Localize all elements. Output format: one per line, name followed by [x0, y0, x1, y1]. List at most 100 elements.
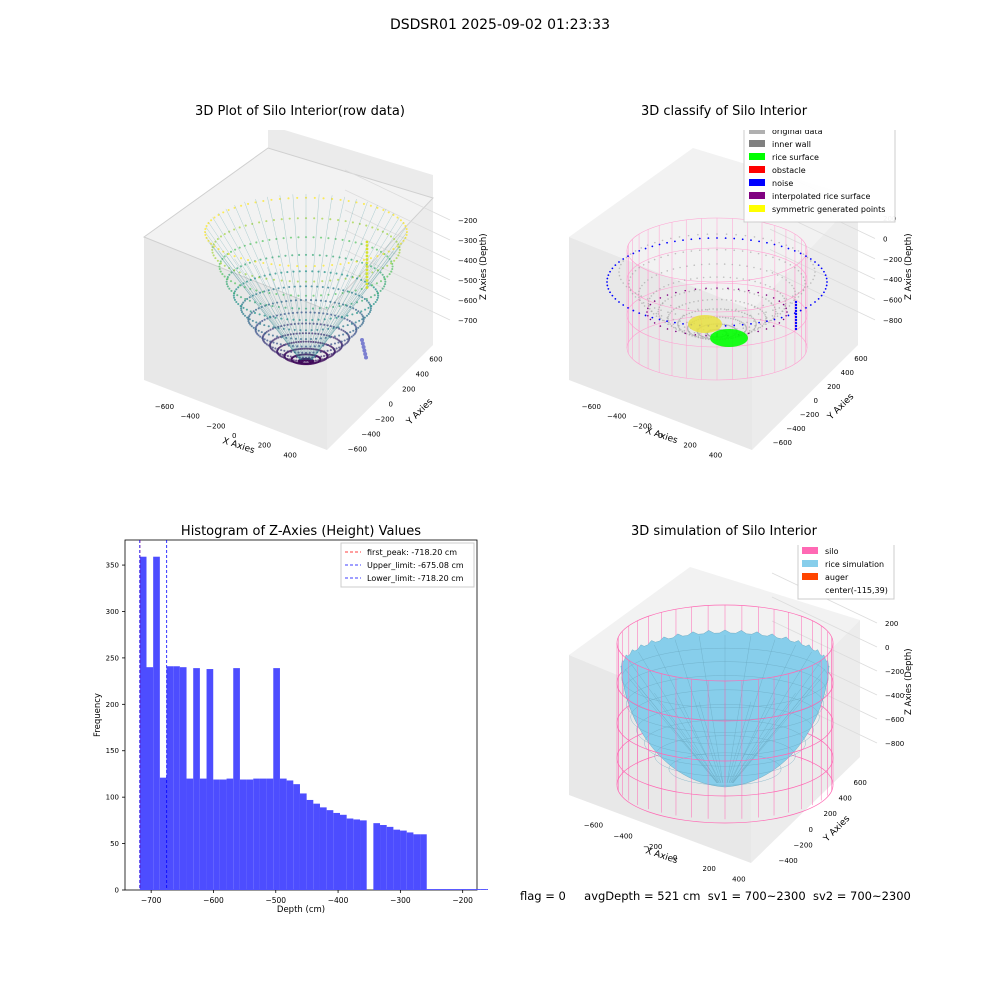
y-tick-label: 400	[416, 371, 429, 379]
x-tick-label: 200	[703, 865, 716, 873]
legend-label: noise	[772, 179, 793, 188]
histogram-bar	[473, 889, 481, 890]
histogram-bar	[266, 778, 274, 890]
x-tick-label: −700	[141, 896, 162, 905]
histogram-bar	[326, 810, 334, 890]
y-tick-label: 200	[402, 386, 415, 394]
z-axis-label: Z Axies (Depth)	[904, 648, 914, 715]
histogram-bar	[440, 889, 447, 890]
axes-box	[142, 130, 451, 450]
histogram-bar	[480, 889, 487, 890]
x-axis-label: Depth (cm)	[277, 905, 325, 915]
panel3-title: Histogram of Z-Axies (Height) Values	[180, 524, 422, 539]
legend: original data inner wall rice surface obsta…	[743, 130, 896, 223]
legend-label: auger	[825, 573, 849, 582]
histogram-bar	[393, 829, 401, 890]
y-tick-label: −600	[773, 439, 792, 447]
x-tick-label: 400	[732, 876, 745, 884]
x-tick-label: −200	[206, 422, 225, 430]
y-tick-label: 200	[827, 383, 840, 391]
histogram-bar	[420, 834, 427, 890]
histogram-bar	[433, 889, 441, 890]
y-tick-label: 0	[814, 397, 818, 405]
y-tick-label: 600	[854, 355, 867, 363]
depth-point-cloud	[203, 194, 409, 366]
legend-label: rice simulation	[825, 560, 884, 569]
legend-swatch	[802, 547, 818, 554]
y-tick-label: 250	[106, 654, 119, 662]
histogram-bar	[273, 668, 280, 890]
z-tick-label: 200	[885, 620, 898, 628]
y-axis-label: Y Axies	[821, 814, 852, 845]
legend-label: interpolated rice surface	[772, 192, 870, 201]
y-tick-label: 300	[106, 608, 119, 616]
histogram-bar	[453, 889, 461, 890]
histogram-bar	[279, 778, 287, 890]
y-tick-label: 0	[809, 826, 813, 834]
legend-swatch	[802, 560, 818, 567]
histogram-bar	[239, 779, 247, 890]
histogram-bar	[353, 819, 361, 890]
histogram-bar	[299, 793, 307, 890]
z-axis-label: Z Axies (Depth)	[904, 233, 914, 300]
z-tick-label: −600	[885, 716, 904, 724]
y-tick-label: −400	[786, 425, 805, 433]
histogram-bar	[226, 778, 234, 890]
legend-label: Lower_limit: -718.20 cm	[367, 574, 464, 583]
histogram-bar	[319, 807, 327, 890]
histogram-bar	[380, 825, 387, 890]
z-tick-label: −500	[458, 277, 477, 285]
histogram-bar	[413, 834, 421, 890]
outlier-points	[360, 240, 369, 360]
histogram-bar	[313, 803, 320, 890]
x-tick-label: −500	[265, 896, 286, 905]
x-axis-label: X Axies	[644, 426, 679, 446]
histogram-bar	[333, 812, 341, 890]
histogram-bar	[360, 820, 367, 890]
x-tick-label: 400	[709, 451, 722, 459]
x-tick-label: −600	[584, 821, 603, 829]
histogram-bar	[346, 818, 354, 890]
histogram-bar	[340, 814, 347, 890]
classified-point-cloud	[606, 217, 828, 381]
x-axis-ticks: −700 −600 −500 −400 −300 −200	[141, 890, 473, 905]
x-axis-ticks: −600 −400 −200 0 200 400	[584, 821, 746, 883]
y-tick-label: −400	[361, 431, 380, 439]
z-tick-label: −800	[885, 740, 904, 748]
histogram-bar	[233, 668, 240, 890]
z-tick-label: 0	[883, 236, 887, 244]
x-tick-label: −600	[582, 403, 601, 411]
symmetric-generated-points	[688, 315, 722, 333]
z-tick-label: −300	[458, 237, 477, 245]
z-tick-label: 0	[885, 644, 889, 652]
x-tick-label: −400	[328, 896, 349, 905]
histogram-bar	[213, 779, 220, 890]
y-tick-label: 400	[839, 795, 852, 803]
z-tick-label: −200	[885, 668, 904, 676]
y-tick-label: 50	[110, 840, 119, 848]
histogram-bar	[306, 799, 314, 890]
legend-label: center(-115,39)	[825, 586, 888, 595]
legend-swatch	[749, 153, 765, 160]
histogram-bar	[173, 666, 180, 890]
flag-text: flag = 0	[520, 889, 566, 903]
x-tick-label: −400	[181, 413, 200, 421]
x-tick-label: 200	[683, 442, 696, 450]
legend-swatch	[749, 192, 765, 199]
figure-title: DSDSR01 2025-09-02 01:23:33	[389, 17, 610, 33]
histogram-bar	[373, 823, 381, 890]
reference-lines	[139, 540, 168, 890]
z-tick-label: −200	[458, 217, 477, 225]
x-tick-label: 400	[283, 451, 296, 459]
legend: first_peak: -718.20 cm Upper_limit: -675.…	[340, 542, 475, 588]
legend-swatch	[749, 179, 765, 186]
y-tick-label: −200	[800, 411, 819, 419]
